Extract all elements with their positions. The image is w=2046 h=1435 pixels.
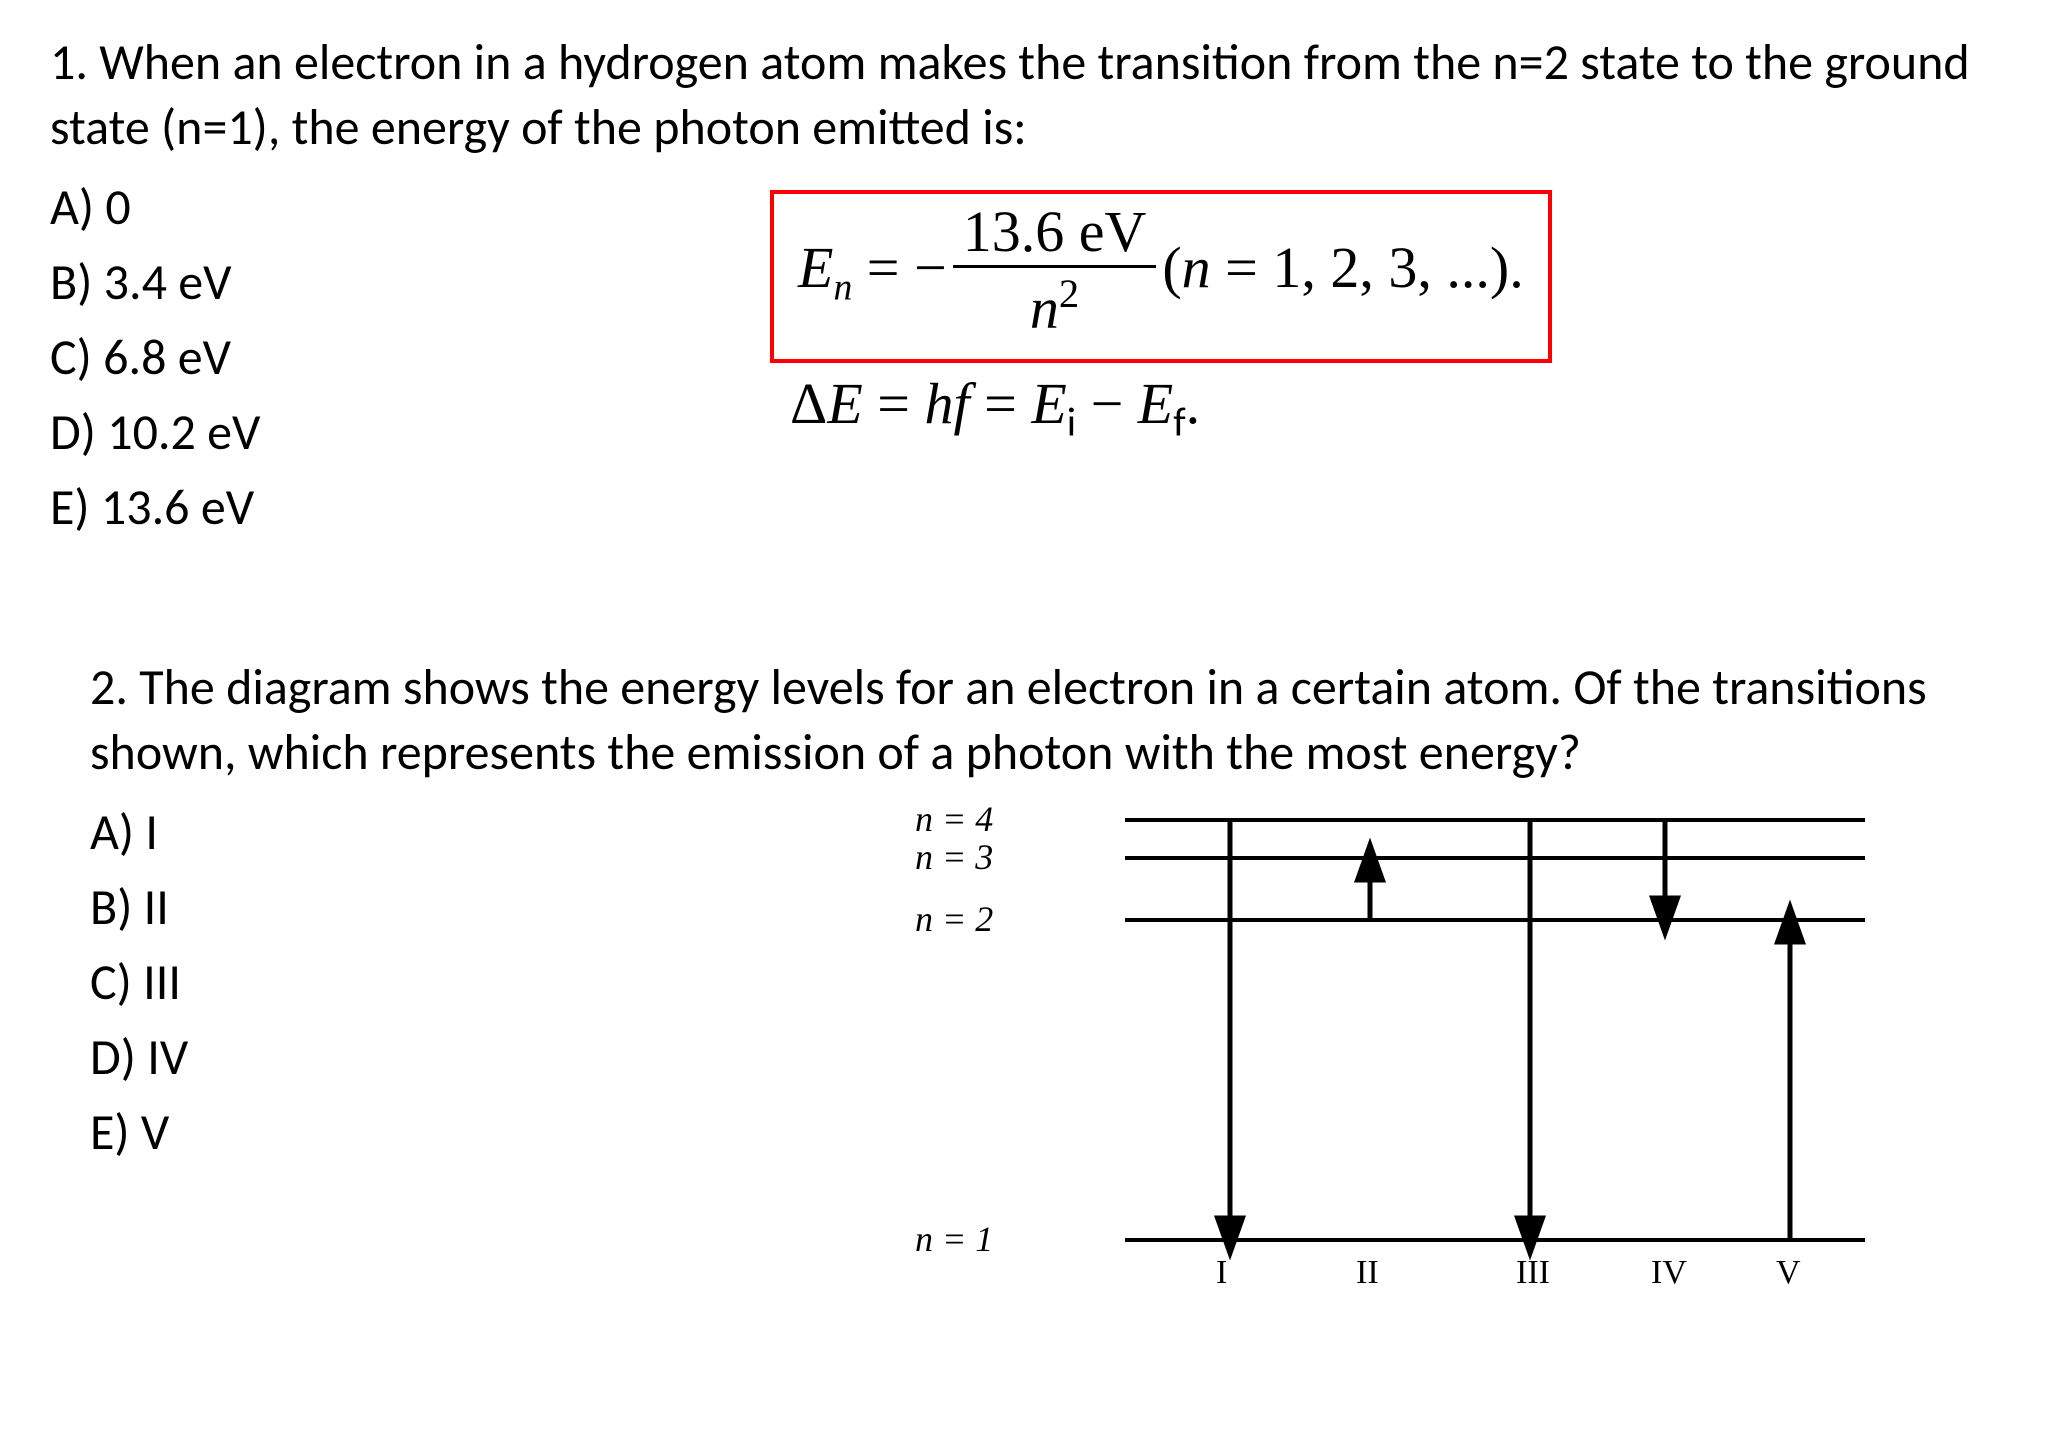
formula-fraction: 13.6 eVn2 bbox=[953, 198, 1157, 341]
formula-den-exp: 2 bbox=[1059, 271, 1079, 316]
level-label: n = 4 bbox=[915, 798, 993, 840]
q1-options: A) 0 B) 3.4 eV C) 6.8 eV D) 10.2 eV E) 1… bbox=[50, 170, 750, 545]
formula-num: 13.6 eV bbox=[953, 198, 1157, 268]
level-label: n = 3 bbox=[915, 836, 993, 878]
delta-minus: − bbox=[1076, 371, 1138, 436]
formula-lhs-sub: n bbox=[833, 267, 852, 309]
q2-prompt: 2. The diagram shows the energy levels f… bbox=[90, 655, 1996, 785]
question-2: 2. The diagram shows the energy levels f… bbox=[50, 655, 1996, 1170]
q1-option-e: E) 13.6 eV bbox=[50, 470, 750, 545]
delta-period: . bbox=[1186, 371, 1201, 436]
delta-eq1: = bbox=[863, 371, 925, 436]
page: 1. When an electron in a hydrogen atom m… bbox=[0, 0, 2046, 1200]
q1-option-d: D) 10.2 eV bbox=[50, 395, 750, 470]
energy-level-diagram: n = 4n = 3n = 2n = 1 IIIIIIIVV bbox=[915, 810, 1975, 1330]
formula-den: n2 bbox=[953, 268, 1157, 341]
delta-Ef-sub: f bbox=[1173, 397, 1185, 447]
q1-option-b: B) 3.4 eV bbox=[50, 245, 750, 320]
delta-f: f bbox=[953, 371, 969, 436]
question-1: 1. When an electron in a hydrogen atom m… bbox=[50, 30, 1996, 545]
delta-Ei-sub: i bbox=[1067, 397, 1076, 447]
q1-prompt: 1. When an electron in a hydrogen atom m… bbox=[50, 30, 1996, 160]
transition-label: V bbox=[1776, 1254, 1801, 1292]
level-label: n = 2 bbox=[915, 898, 993, 940]
transition-label: IV bbox=[1651, 1254, 1687, 1292]
q1-option-c: C) 6.8 eV bbox=[50, 320, 750, 395]
formula-den-var: n bbox=[1030, 275, 1059, 340]
diagram-svg bbox=[1085, 810, 1905, 1310]
delta-h: h bbox=[924, 371, 953, 436]
q1-option-a: A) 0 bbox=[50, 170, 750, 245]
transition-label: II bbox=[1356, 1254, 1379, 1292]
delta-Ef-E: E bbox=[1138, 371, 1173, 436]
formula-eq: = − bbox=[852, 235, 946, 300]
formula-tail: (n = 1, 2, 3, ...). bbox=[1162, 235, 1523, 300]
formula-lhs-var: E bbox=[798, 235, 833, 300]
delta-Ei-E: E bbox=[1031, 371, 1066, 436]
delta-symbol: Δ bbox=[790, 371, 827, 436]
transition-label: III bbox=[1516, 1254, 1550, 1292]
transition-label: I bbox=[1216, 1254, 1227, 1292]
energy-formula-box: En = −13.6 eVn2(n = 1, 2, 3, ...). bbox=[770, 190, 1552, 363]
delta-eq2: = bbox=[970, 371, 1032, 436]
delta-e-formula: ΔE = hf = Ei − Ef. bbox=[790, 370, 1200, 447]
delta-E: E bbox=[827, 371, 862, 436]
level-label: n = 1 bbox=[915, 1218, 993, 1260]
